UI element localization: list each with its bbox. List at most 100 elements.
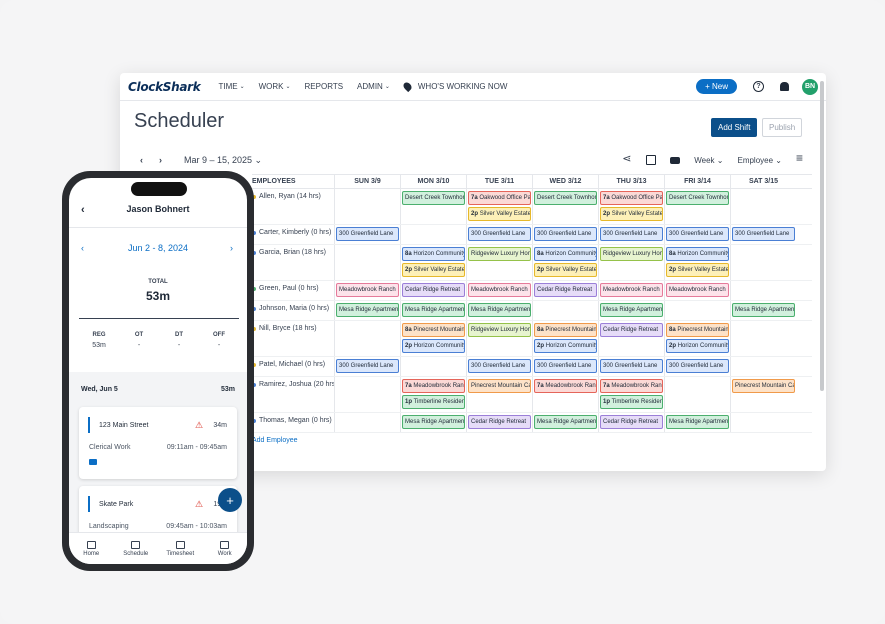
publish-button[interactable]: Publish	[762, 118, 803, 137]
employee-name[interactable]: Ramirez, Joshua (20 hrs)	[252, 377, 334, 412]
schedule-cell[interactable]	[532, 301, 598, 320]
shift-block[interactable]: 300 Greenfield Lane	[732, 227, 795, 241]
add-shift-button[interactable]: Add Shift	[711, 118, 758, 137]
shift-block[interactable]: Mesa Ridge Apartments	[402, 415, 465, 429]
tab-home[interactable]: Home	[71, 540, 111, 557]
filter-icon[interactable]	[796, 151, 806, 165]
schedule-cell[interactable]: 300 Greenfield Lane	[532, 225, 598, 244]
schedule-cell[interactable]: Cedar Ridge Retreat	[532, 281, 598, 300]
shift-block[interactable]: Cedar Ridge Retreat	[534, 283, 597, 297]
schedule-cell[interactable]	[730, 321, 796, 356]
shift-block[interactable]: Meadowbrook Ranch	[468, 283, 531, 297]
schedule-cell[interactable]: Meadowbrook Ranch	[598, 281, 664, 300]
schedule-cell[interactable]: 8a Pinecrest Mountain 2p Horizon Communit…	[400, 321, 466, 356]
shift-block[interactable]: 7a Oakwood Office Park	[468, 191, 531, 205]
schedule-cell[interactable]	[334, 413, 400, 432]
shift-block[interactable]: Mesa Ridge Apartments	[402, 303, 465, 317]
nav-reports[interactable]: REPORTS	[304, 82, 344, 91]
shift-block[interactable]: 2p Horizon Community	[534, 339, 597, 353]
schedule-cell[interactable]	[664, 301, 730, 320]
shift-block[interactable]: 300 Greenfield Lane	[336, 359, 399, 373]
employee-name[interactable]: Nill, Bryce (18 hrs)	[252, 321, 334, 356]
schedule-cell[interactable]: Cedar Ridge Retreat	[598, 321, 664, 356]
schedule-cell[interactable]: Ridgeview Luxury Homes	[598, 245, 664, 280]
share-icon[interactable]	[622, 152, 632, 165]
scrollbar[interactable]	[820, 81, 824, 391]
schedule-cell[interactable]: Mesa Ridge Apartments	[664, 413, 730, 432]
shift-block[interactable]: Cedar Ridge Retreat	[600, 323, 663, 337]
shift-block[interactable]: Desert Creek Townhomes	[534, 191, 597, 205]
employee-name[interactable]: Green, Paul (0 hrs)	[252, 281, 334, 300]
schedule-cell[interactable]	[730, 413, 796, 432]
date-range-picker[interactable]: Mar 9 – 15, 2025 ⌄	[184, 154, 263, 165]
shift-block[interactable]: 300 Greenfield Lane	[666, 359, 729, 373]
schedule-cell[interactable]	[334, 189, 400, 224]
shift-block[interactable]: Pinecrest Mountain Cabins	[732, 379, 795, 393]
shift-block[interactable]: Mesa Ridge Apartments	[534, 415, 597, 429]
shift-block[interactable]: Meadowbrook Ranch	[336, 283, 399, 297]
shift-block[interactable]: 300 Greenfield Lane	[468, 359, 531, 373]
note-icon[interactable]	[89, 459, 97, 465]
schedule-cell[interactable]: Desert Creek Townhomes	[532, 189, 598, 224]
schedule-cell[interactable]	[730, 245, 796, 280]
schedule-cell[interactable]: Mesa Ridge Apartments	[400, 413, 466, 432]
schedule-cell[interactable]: 7a Meadowbrook Ranch 1p Timberline Reside…	[598, 377, 664, 412]
shift-block[interactable]: 300 Greenfield Lane	[600, 227, 663, 241]
schedule-cell[interactable]	[334, 245, 400, 280]
shift-block[interactable]: 8a Pinecrest Mountain	[402, 323, 465, 337]
schedule-cell[interactable]: 300 Greenfield Lane	[664, 225, 730, 244]
prev-week-icon[interactable]: ‹	[81, 243, 84, 253]
shift-block[interactable]: 1p Timberline Residences	[402, 395, 465, 409]
shift-block[interactable]: 8a Pinecrest Mountain	[666, 323, 729, 337]
employee-select[interactable]: Employee ⌄	[737, 155, 782, 165]
week-select[interactable]: Week ⌄	[694, 155, 724, 165]
schedule-cell[interactable]: 300 Greenfield Lane	[598, 225, 664, 244]
schedule-cell[interactable]	[334, 377, 400, 412]
add-employee-link[interactable]: Add Employee	[252, 437, 298, 444]
job-card[interactable]: 123 Main Street ⚠ 34m Clerical Work 09:1…	[79, 407, 237, 479]
shift-block[interactable]: Ridgeview Luxury Homes	[468, 323, 531, 337]
schedule-cell[interactable]: Desert Creek Townhomes	[400, 189, 466, 224]
new-button[interactable]: + New	[696, 79, 737, 94]
shift-block[interactable]: Cedar Ridge Retreat	[600, 415, 663, 429]
shift-block[interactable]: Mesa Ridge Apartments	[468, 303, 531, 317]
shift-block[interactable]: 300 Greenfield Lane	[534, 359, 597, 373]
employee-name[interactable]: Thomas, Megan (0 hrs)	[252, 413, 334, 432]
schedule-cell[interactable]: Ridgeview Luxury Homes	[466, 321, 532, 356]
shift-block[interactable]: 2p Horizon Community	[666, 339, 729, 353]
schedule-cell[interactable]: 300 Greenfield Lane	[334, 357, 400, 376]
schedule-cell[interactable]: Meadowbrook Ranch	[466, 281, 532, 300]
schedule-cell[interactable]: 8a Pinecrest Mountain 2p Horizon Communit…	[532, 321, 598, 356]
shift-block[interactable]: 300 Greenfield Lane	[468, 227, 531, 241]
calendar-icon[interactable]	[646, 155, 657, 165]
shift-block[interactable]: Cedar Ridge Retreat	[402, 283, 465, 297]
nav-admin[interactable]: ADMIN ⌄	[357, 82, 390, 91]
schedule-cell[interactable]: 7a Meadowbrook Ranch 1p Timberline Reside…	[400, 377, 466, 412]
schedule-cell[interactable]	[400, 357, 466, 376]
week-range[interactable]: Jun 2 - 8, 2024	[127, 243, 189, 253]
shift-block[interactable]: Mesa Ridge Apartments	[600, 303, 663, 317]
shift-block[interactable]: Mesa Ridge Apartments	[336, 303, 399, 317]
prev-week-button[interactable]: ‹	[140, 155, 143, 165]
schedule-cell[interactable]: 300 Greenfield Lane	[466, 225, 532, 244]
shift-block[interactable]: 2p Silver Valley Estates	[402, 263, 465, 277]
shift-block[interactable]: Desert Creek Townhomes	[402, 191, 465, 205]
shift-block[interactable]: Mesa Ridge Apartments	[732, 303, 795, 317]
schedule-cell[interactable]: 7a Oakwood Office Park 2p Silver Valley E…	[598, 189, 664, 224]
shift-block[interactable]: 8a Pinecrest Mountain	[534, 323, 597, 337]
schedule-cell[interactable]: Cedar Ridge Retreat	[598, 413, 664, 432]
schedule-cell[interactable]: 300 Greenfield Lane	[664, 357, 730, 376]
schedule-cell[interactable]	[400, 225, 466, 244]
shift-block[interactable]: 2p Silver Valley Estates	[534, 263, 597, 277]
shift-block[interactable]: 8a Horizon Community	[534, 247, 597, 261]
print-icon[interactable]	[670, 156, 681, 164]
shift-block[interactable]: 8a Horizon Community	[666, 247, 729, 261]
nav-time[interactable]: TIME ⌄	[218, 82, 245, 91]
schedule-cell[interactable]: Mesa Ridge Apartments	[466, 301, 532, 320]
shift-block[interactable]: 1p Timberline Residences	[600, 395, 663, 409]
bell-icon[interactable]	[780, 82, 789, 91]
employee-name[interactable]: Carter, Kimberly (0 hrs)	[252, 225, 334, 244]
schedule-cell[interactable]: 8a Pinecrest Mountain 2p Horizon Communit…	[664, 321, 730, 356]
schedule-cell[interactable]: Mesa Ridge Apartments	[730, 301, 796, 320]
schedule-cell[interactable]: 8a Horizon Community 2p Silver Valley Est…	[400, 245, 466, 280]
